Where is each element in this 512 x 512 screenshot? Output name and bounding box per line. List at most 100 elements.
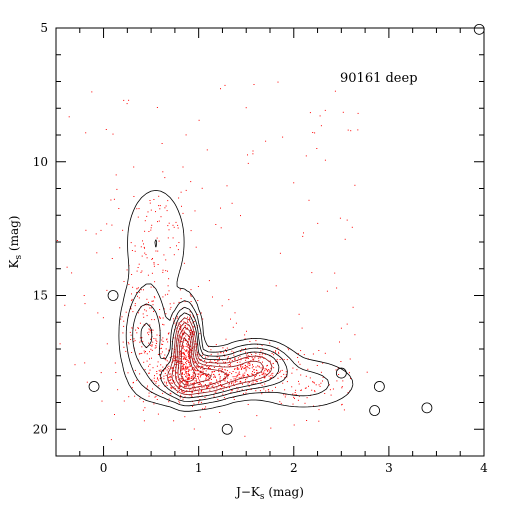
data-point <box>144 220 146 222</box>
data-point <box>313 381 315 383</box>
data-point <box>228 374 230 375</box>
data-point <box>212 296 213 298</box>
data-point <box>234 312 236 314</box>
data-point <box>177 322 179 324</box>
data-point <box>126 103 128 105</box>
data-point <box>171 386 173 388</box>
data-point <box>189 376 191 378</box>
data-point <box>209 389 211 391</box>
data-point <box>322 380 323 382</box>
data-point <box>132 382 134 384</box>
data-point <box>275 361 277 362</box>
data-point <box>284 396 286 398</box>
data-point <box>291 386 293 388</box>
data-point <box>163 378 165 380</box>
data-point <box>149 363 151 365</box>
data-point <box>224 376 226 378</box>
data-point <box>154 396 156 398</box>
data-point <box>160 369 162 371</box>
data-point <box>254 375 256 377</box>
density-contour <box>171 322 264 392</box>
data-point <box>237 375 239 376</box>
data-point <box>186 350 188 352</box>
data-point <box>179 361 181 363</box>
y-tick-label: 15 <box>33 289 48 303</box>
data-point <box>228 375 229 377</box>
data-point <box>206 376 208 377</box>
data-point <box>161 339 163 341</box>
data-point <box>317 222 319 224</box>
data-point <box>229 386 230 388</box>
data-point <box>222 347 224 349</box>
data-point <box>161 377 163 379</box>
data-point <box>245 351 246 353</box>
data-point <box>86 381 88 383</box>
data-point <box>194 368 196 370</box>
data-point <box>199 384 201 385</box>
data-point <box>337 367 339 369</box>
data-point <box>146 298 148 300</box>
data-point <box>241 348 243 350</box>
data-point <box>172 348 174 350</box>
data-point <box>176 245 177 247</box>
data-point <box>220 88 221 90</box>
data-point <box>341 387 343 389</box>
data-point <box>204 408 206 409</box>
data-point <box>162 370 164 372</box>
data-point <box>224 355 226 357</box>
data-point <box>172 370 174 372</box>
data-point <box>183 352 184 354</box>
data-point <box>285 371 287 373</box>
data-point <box>190 365 192 367</box>
data-point <box>162 392 164 394</box>
data-point <box>305 375 307 377</box>
data-point <box>294 392 296 393</box>
data-point <box>188 353 190 355</box>
data-point <box>155 338 157 340</box>
data-point <box>180 191 182 193</box>
data-point <box>179 337 181 339</box>
data-point <box>201 387 203 389</box>
data-point <box>324 109 326 111</box>
data-point <box>218 384 220 386</box>
data-point <box>189 319 191 320</box>
data-point <box>159 317 161 319</box>
data-point <box>318 420 320 422</box>
data-point <box>222 393 224 395</box>
data-point <box>237 357 239 359</box>
data-point <box>157 221 158 223</box>
data-point <box>139 353 141 355</box>
data-point <box>122 332 124 334</box>
data-point <box>192 358 194 360</box>
data-point <box>187 382 189 384</box>
data-point <box>276 358 278 360</box>
data-point <box>155 346 157 348</box>
data-point <box>166 381 168 383</box>
data-point <box>193 321 195 322</box>
data-point <box>232 376 234 378</box>
data-point <box>249 341 251 342</box>
data-point <box>147 332 148 334</box>
data-point <box>142 340 144 342</box>
data-point <box>179 378 181 380</box>
data-point <box>267 370 269 371</box>
data-point <box>123 400 125 402</box>
data-point <box>263 388 265 390</box>
data-point <box>192 331 193 332</box>
data-point <box>214 371 216 372</box>
data-point <box>142 409 144 411</box>
data-point <box>248 381 250 383</box>
data-point <box>211 386 213 388</box>
data-point <box>193 334 194 336</box>
data-point <box>202 366 204 368</box>
data-point <box>123 99 125 101</box>
data-point <box>168 290 170 292</box>
data-point <box>215 344 217 346</box>
data-point <box>168 332 170 334</box>
data-point <box>194 369 196 371</box>
data-point <box>271 390 273 392</box>
data-point <box>288 349 290 351</box>
data-point <box>153 263 155 265</box>
data-point <box>347 392 349 394</box>
data-point <box>261 344 263 346</box>
